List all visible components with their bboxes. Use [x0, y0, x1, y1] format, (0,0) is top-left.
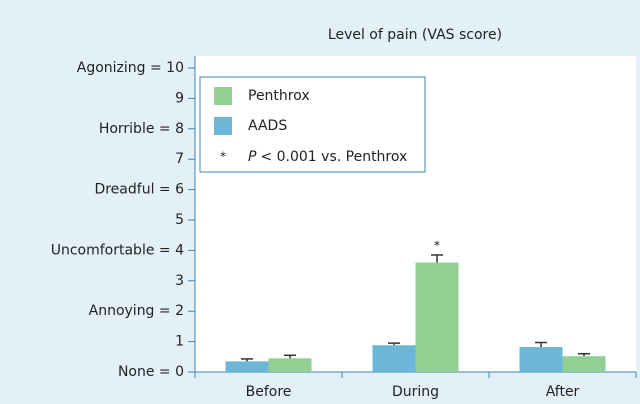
y-tick-label: Horrible = 8: [99, 121, 184, 137]
y-tick-label: Agonizing = 10: [77, 60, 184, 76]
legend-swatch: [214, 87, 232, 105]
bar: [268, 358, 312, 372]
x-tick-label: After: [546, 384, 580, 400]
legend-note-text: < 0.001 vs. Penthrox: [260, 149, 407, 165]
chart-title: Level of pain (VAS score): [328, 27, 502, 43]
y-tick-label: Annoying = 2: [89, 303, 184, 319]
significance-mark: *: [434, 238, 440, 252]
y-tick-label: 3: [175, 273, 184, 289]
legend-note-symbol: *: [220, 150, 226, 164]
y-tick-label: 7: [175, 151, 184, 167]
bar: [372, 345, 416, 372]
legend-label: AADS: [248, 118, 287, 134]
y-tick-label: Uncomfortable = 4: [51, 242, 184, 258]
legend-box: [199, 76, 426, 173]
legend-note: P < 0.001 vs. Penthrox: [248, 149, 407, 165]
bar: [562, 356, 606, 372]
y-tick-label: 1: [175, 334, 184, 350]
error-bar: [241, 358, 253, 362]
y-tick-label: 9: [175, 90, 184, 106]
x-tick-label: During: [392, 384, 439, 400]
y-tick-label: None = 0: [118, 364, 184, 380]
legend-label: Penthrox: [248, 88, 310, 104]
bar: [225, 361, 269, 372]
error-bar: [388, 342, 400, 346]
error-bar: [431, 254, 443, 263]
x-tick-label: Before: [246, 384, 292, 400]
bar: [519, 347, 563, 372]
error-bar: [535, 341, 547, 348]
bar: [415, 262, 459, 372]
error-bar: [578, 353, 590, 357]
y-tick-label: Dreadful = 6: [94, 182, 184, 198]
legend-note-italic: P: [248, 149, 257, 165]
legend-swatch: [214, 117, 232, 135]
y-tick-label: 5: [175, 212, 184, 228]
error-bar: [284, 354, 296, 359]
